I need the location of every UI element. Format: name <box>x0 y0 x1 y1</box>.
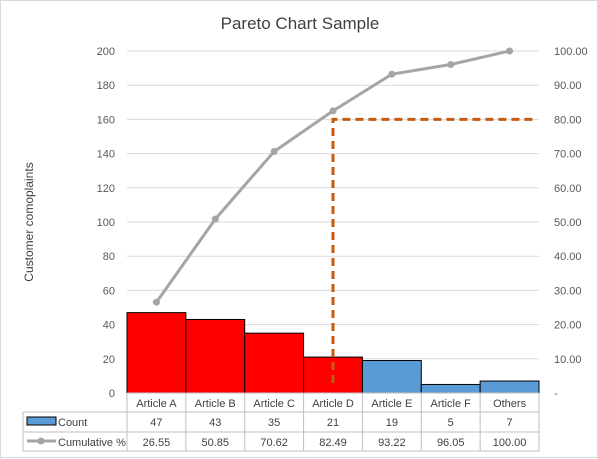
y2-tick-label: 60.00 <box>554 183 582 195</box>
cumulative-value: 82.49 <box>319 437 347 449</box>
count-value: 7 <box>507 417 513 429</box>
y-tick-label: 40 <box>103 320 115 332</box>
cumulative-value: 26.55 <box>143 437 171 449</box>
count-value: 43 <box>209 417 221 429</box>
y-tick-label: 60 <box>103 285 115 297</box>
y-tick-label: 160 <box>97 114 115 126</box>
threshold-line <box>331 117 535 383</box>
cumulative-value: 96.05 <box>437 437 465 449</box>
y2-tick-label: 80.00 <box>554 114 582 126</box>
y2-tick-label: 10.00 <box>554 354 582 366</box>
chart-title: Pareto Chart Sample <box>221 14 380 33</box>
y-axis-label: Customer comoplaints <box>22 162 36 281</box>
category-label: Article E <box>371 398 412 410</box>
y-tick-label: 200 <box>97 46 115 58</box>
cumulative-point <box>152 298 160 306</box>
y2-tick-label: 40.00 <box>554 251 582 263</box>
y2-tick-label: 30.00 <box>554 285 582 297</box>
cumulative-value: 93.22 <box>378 437 406 449</box>
category-label: Article D <box>312 398 354 410</box>
bars <box>126 312 540 394</box>
count-legend-label: Count <box>58 417 87 429</box>
y-tick-label: 180 <box>97 80 115 92</box>
bar <box>185 318 246 394</box>
y-tick-label: 20 <box>103 354 115 366</box>
y2-tick-label: 70.00 <box>554 149 582 161</box>
category-label: Article C <box>253 398 295 410</box>
y2-tick-label: 100.00 <box>554 46 588 58</box>
data-table: Article A Article B Article C Article D Arti… <box>22 392 540 452</box>
y-tick-label: 0 <box>109 388 115 400</box>
cumulative-point <box>329 107 337 115</box>
category-label: Article F <box>431 398 472 410</box>
cumulative-legend-marker <box>37 437 45 445</box>
cumulative-point <box>506 47 514 55</box>
category-label: Article B <box>195 398 236 410</box>
cumulative-value: 70.62 <box>260 437 288 449</box>
y-tick-label: 140 <box>97 149 115 161</box>
bar <box>479 380 540 394</box>
y-axis-ticks: 0 20 40 60 80 100 120 140 160 180 200 <box>97 46 115 400</box>
cumulative-point <box>211 215 219 223</box>
bar <box>126 312 187 394</box>
cumulative-value: 50.85 <box>202 437 230 449</box>
count-value: 35 <box>268 417 280 429</box>
cumulative-legend-label: Cumulative % <box>58 437 126 449</box>
y-tick-label: 120 <box>97 183 115 195</box>
y-tick-label: 80 <box>103 251 115 263</box>
threshold-path <box>331 117 535 383</box>
category-label: Others <box>493 398 527 410</box>
y2-tick-label: 90.00 <box>554 80 582 92</box>
cumulative-value: 100.00 <box>493 437 527 449</box>
count-value: 47 <box>150 417 162 429</box>
cumulative-line <box>152 47 514 306</box>
count-legend-key <box>26 416 57 426</box>
count-value: 21 <box>327 417 339 429</box>
bar <box>361 360 422 394</box>
count-value: 19 <box>386 417 398 429</box>
count-value: 5 <box>448 417 454 429</box>
y2-tick-label: 20.00 <box>554 320 582 332</box>
cumulative-point <box>388 70 396 78</box>
cumulative-point <box>270 147 278 155</box>
y2-tick-label: 50.00 <box>554 217 582 229</box>
bar <box>244 332 305 394</box>
cumulative-point <box>447 61 455 69</box>
bar <box>420 383 481 394</box>
y-tick-label: 100 <box>97 217 115 229</box>
y2-tick-label: - <box>554 388 558 400</box>
category-label: Article A <box>136 398 177 410</box>
y2-axis-ticks: - 10.00 20.00 30.00 40.00 50.00 60.00 70.00 80.0… <box>554 46 588 400</box>
